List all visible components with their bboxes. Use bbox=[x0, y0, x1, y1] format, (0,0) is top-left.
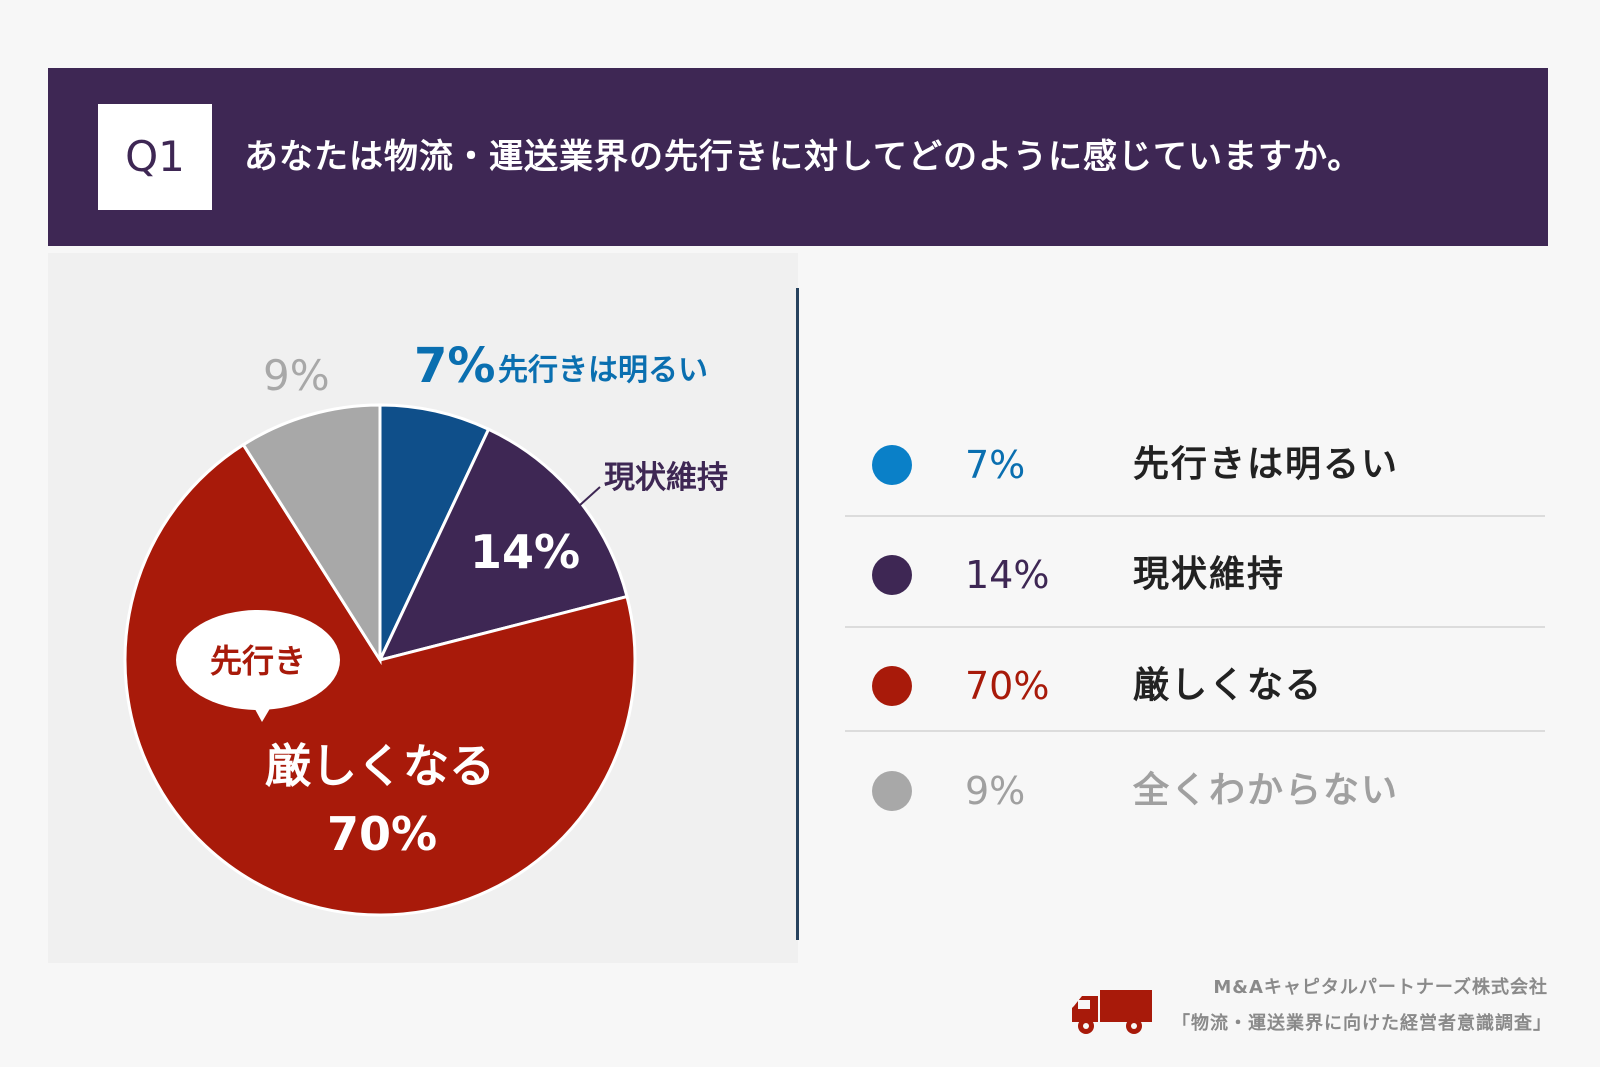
pie-label-maintain-pct: 14% bbox=[470, 525, 580, 579]
pie-label-bright-pct: 7% bbox=[414, 338, 496, 394]
legend-pct: 9% bbox=[965, 769, 1026, 813]
question-text: あなたは物流・運送業界の先行きに対してどのように感じていますか。 bbox=[244, 137, 1363, 177]
legend-label: 厳しくなる bbox=[1133, 665, 1324, 706]
truck-icon bbox=[1072, 990, 1152, 1034]
legend-pct: 14% bbox=[965, 553, 1050, 597]
legend-pct: 70% bbox=[965, 664, 1050, 708]
pie-chart: 先行き 7% 先行きは明るい 9% 現状維持 14% 厳しくなる 70% bbox=[123, 338, 728, 917]
pie-label-severe-text: 厳しくなる bbox=[265, 739, 495, 793]
legend-divider bbox=[845, 730, 1545, 732]
pie-label-bright-text: 先行きは明るい bbox=[498, 353, 708, 388]
legend-row: 7% 先行きは明るい bbox=[840, 412, 1540, 518]
callout-bubble bbox=[176, 610, 340, 722]
pie-slice-maintain bbox=[377, 427, 629, 663]
pie-slice-severe bbox=[123, 442, 637, 917]
legend-dot bbox=[872, 555, 912, 595]
legend-label: 現状維持 bbox=[1133, 554, 1286, 595]
footer-survey-title: 「物流・運送業界に向けた経営者意識調査」 bbox=[1172, 1013, 1552, 1034]
legend-dot bbox=[872, 445, 912, 485]
footer-company: M&Aキャピタルパートナーズ株式会社 bbox=[1213, 977, 1548, 998]
pie-slice-unknown bbox=[241, 403, 382, 666]
pie-label-severe-pct: 70% bbox=[327, 807, 437, 861]
legend-label: 先行きは明るい bbox=[1133, 444, 1400, 485]
legend-divider bbox=[845, 515, 1545, 517]
legend-label: 全くわからない bbox=[1133, 770, 1400, 811]
pie-label-unknown-pct: 9% bbox=[263, 351, 330, 400]
pie-label-maintain-text: 現状維持 bbox=[604, 460, 728, 496]
legend-row: 9% 全くわからない bbox=[840, 738, 1540, 844]
callout-text: 先行き bbox=[210, 642, 306, 680]
legend-dot bbox=[872, 666, 912, 706]
legend-dot bbox=[872, 771, 912, 811]
legend-row: 70% 厳しくなる bbox=[840, 633, 1540, 739]
legend-row: 14% 現状維持 bbox=[840, 522, 1540, 628]
leader-line bbox=[579, 486, 601, 506]
vertical-divider bbox=[796, 288, 799, 940]
question-number: Q1 bbox=[98, 104, 212, 210]
header-banner: Q1 あなたは物流・運送業界の先行きに対してどのように感じていますか。 bbox=[48, 68, 1548, 246]
legend-divider bbox=[845, 626, 1545, 628]
legend-pct: 7% bbox=[965, 443, 1026, 487]
pie-slice-bright bbox=[378, 403, 491, 661]
